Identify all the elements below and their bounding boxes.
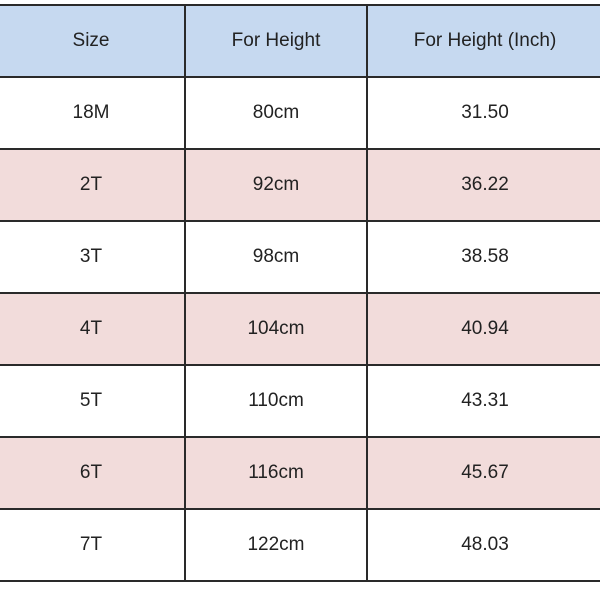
cell-height-inch: 31.50 [366, 76, 600, 150]
cell-height-cm: 110cm [184, 364, 368, 438]
cell-size: 4T [0, 292, 186, 366]
cell-size: 6T [0, 436, 186, 510]
table-row: 7T 122cm 48.03 [0, 508, 600, 582]
header-height-inch: For Height (Inch) [366, 4, 600, 78]
header-row: Size For Height For Height (Inch) [0, 4, 600, 78]
cell-height-cm: 98cm [184, 220, 368, 294]
cell-height-cm: 80cm [184, 76, 368, 150]
cell-height-inch: 36.22 [366, 148, 600, 222]
table-row: 5T 110cm 43.31 [0, 364, 600, 438]
cell-height-inch: 40.94 [366, 292, 600, 366]
cell-size: 7T [0, 508, 186, 582]
cell-size: 2T [0, 148, 186, 222]
table-row: 18M 80cm 31.50 [0, 76, 600, 150]
cell-height-cm: 116cm [184, 436, 368, 510]
cell-height-inch: 38.58 [366, 220, 600, 294]
cell-size: 3T [0, 220, 186, 294]
header-height-cm: For Height [184, 4, 368, 78]
cell-size: 18M [0, 76, 186, 150]
size-chart-table: Size For Height For Height (Inch) 18M 80c… [0, 4, 600, 582]
cell-height-cm: 92cm [184, 148, 368, 222]
table-row: 6T 116cm 45.67 [0, 436, 600, 510]
table-row: 2T 92cm 36.22 [0, 148, 600, 222]
cell-height-inch: 48.03 [366, 508, 600, 582]
cell-height-cm: 122cm [184, 508, 368, 582]
table-row: 3T 98cm 38.58 [0, 220, 600, 294]
header-size: Size [0, 4, 186, 78]
cell-height-cm: 104cm [184, 292, 368, 366]
table-row: 4T 104cm 40.94 [0, 292, 600, 366]
cell-height-inch: 43.31 [366, 364, 600, 438]
cell-height-inch: 45.67 [366, 436, 600, 510]
cell-size: 5T [0, 364, 186, 438]
